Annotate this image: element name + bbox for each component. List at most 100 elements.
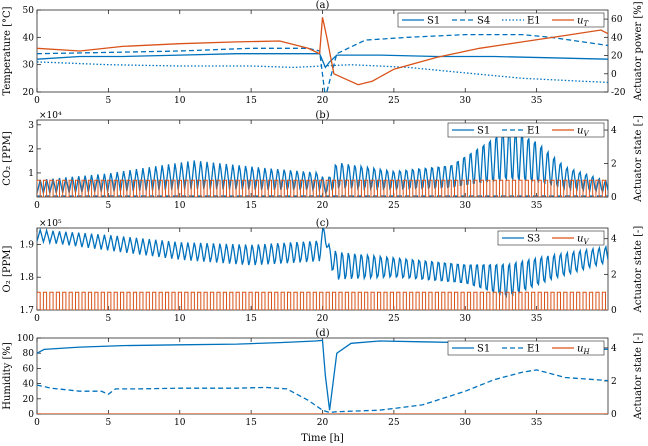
series-line-s1 <box>37 53 608 69</box>
y2-tick-label: 4 <box>611 126 617 136</box>
x-tick-label: 25 <box>388 201 400 211</box>
legend-label: uT <box>577 16 589 29</box>
x-tick-label: 35 <box>531 418 543 428</box>
y-tick-label: 100 <box>17 334 34 344</box>
y-tick-label: 1 <box>28 169 34 179</box>
x-tick-label: 10 <box>174 418 186 428</box>
y-axis-label: Temperature [°C] <box>2 6 13 95</box>
legend-label: E1 <box>527 126 541 137</box>
y2-tick-label: 20 <box>611 52 623 62</box>
x-tick-label: 5 <box>106 201 112 211</box>
y2-tick-label: -20 <box>611 88 626 98</box>
x-tick-label: 15 <box>245 418 257 428</box>
x-tick-label: 15 <box>245 314 257 324</box>
x-tick-label: 35 <box>531 314 543 324</box>
x-tick-label: 0 <box>34 201 40 211</box>
x-tick-label: 20 <box>317 314 329 324</box>
x-tick-label: 20 <box>317 201 329 211</box>
x-tick-label: 15 <box>245 201 257 211</box>
legend: S1 E1 uH <box>447 340 605 357</box>
y-tick-label: 2 <box>28 145 34 155</box>
x-tick-label: 10 <box>174 201 186 211</box>
y-tick-label: 0 <box>28 410 34 420</box>
y2-tick-label: 40 <box>611 33 623 43</box>
x-tick-label: 30 <box>460 96 472 106</box>
panel-a: (a)0 5 10 15 20 25 30 3520304050-200204060Tempe… <box>2 0 644 106</box>
legend-label: uH <box>577 344 590 357</box>
x-tick-label: 0 <box>34 418 40 428</box>
series-line-s4 <box>37 33 608 92</box>
legend-label: S1 <box>427 16 440 27</box>
legend: S1 E1 uV <box>447 122 605 139</box>
y-tick-label: 1.7 <box>20 306 35 316</box>
y-axis-label: Humidity [%] <box>2 342 13 410</box>
y2-axis-label: Actuator power [%] <box>633 1 644 102</box>
y-axis-label: O₂ [PPM] <box>2 245 13 292</box>
panel-label: (c) <box>316 218 330 229</box>
legend-label: S1 <box>477 126 490 137</box>
axis-multiplier: ×10⁵ <box>39 219 62 229</box>
y-tick-label: 1.9 <box>20 240 35 250</box>
x-tick-label: 0 <box>34 96 40 106</box>
series-line-u-v <box>37 291 608 310</box>
y2-tick-label: 4 <box>611 344 617 354</box>
x-tick-label: 10 <box>174 96 186 106</box>
y2-tick-label: 0 <box>611 70 617 80</box>
y-tick-label: 30 <box>23 61 35 71</box>
x-tick-label: 25 <box>388 314 400 324</box>
y-tick-label: 40 <box>23 380 35 390</box>
legend-label: uV <box>577 126 589 139</box>
legend-label: uV <box>577 234 589 247</box>
x-tick-label: 20 <box>317 418 329 428</box>
panel-c: (c) 0 5 10 15 20 25 30 35 1.7 1.8 1.9 0 2 4 ×10⁵ O₂ [PPM… <box>2 218 644 324</box>
legend-label: S4 <box>477 16 490 27</box>
x-tick-label: 30 <box>460 201 472 211</box>
y-tick-label: 80 <box>23 349 35 359</box>
panel-d: (d) 0 5 10 15 20 25 30 35 0 20 40 60 80 100 0 2 4 Humidity… <box>2 328 644 444</box>
axis-multiplier: ×10⁴ <box>39 111 62 121</box>
x-axis-label: Time [h] <box>301 433 344 444</box>
y-tick-label: 40 <box>23 33 35 43</box>
y2-tick-label: 60 <box>611 15 623 25</box>
legend-label: S1 <box>477 344 490 355</box>
y-axis-label: CO₂ [PPM] <box>2 131 13 186</box>
series-line-u-v <box>37 179 608 197</box>
x-tick-label: 10 <box>174 314 186 324</box>
x-tick-label: 30 <box>460 418 472 428</box>
x-tick-label: 25 <box>388 418 400 428</box>
legend: S1 S4 E1 uT <box>397 12 605 29</box>
legend: S3 uV <box>497 230 605 247</box>
y-tick-label: 60 <box>23 364 35 374</box>
y2-axis-label: Actuator state [-] <box>633 333 644 421</box>
legend-label: E1 <box>527 344 541 355</box>
y-tick-label: 20 <box>23 395 35 405</box>
x-tick-label: 5 <box>106 96 112 106</box>
series-line-s1 <box>37 126 608 195</box>
x-tick-label: 30 <box>460 314 472 324</box>
series-line-u-t <box>37 17 608 86</box>
y-tick-label: 20 <box>23 88 35 98</box>
y2-axis-label: Actuator state [-] <box>633 226 644 314</box>
panel-label: (a) <box>316 0 330 11</box>
series-line-e1 <box>37 61 608 84</box>
panel-label: (b) <box>315 110 329 121</box>
series-line-e1 <box>37 369 608 414</box>
x-tick-label: 5 <box>106 314 112 324</box>
x-tick-label: 25 <box>388 96 400 106</box>
legend-label: S3 <box>527 234 540 245</box>
y2-tick-label: 2 <box>611 160 617 170</box>
y-tick-label: 1.8 <box>20 273 35 283</box>
legend-label: E1 <box>527 16 541 27</box>
x-tick-label: 5 <box>106 418 112 428</box>
y-tick-label: 50 <box>23 6 35 16</box>
x-tick-label: 0 <box>34 314 40 324</box>
y2-tick-label: 4 <box>611 235 617 245</box>
y2-tick-label: 0 <box>611 306 617 316</box>
y2-tick-label: 0 <box>611 410 617 420</box>
x-tick-label: 35 <box>531 96 543 106</box>
y2-tick-label: 2 <box>611 377 617 387</box>
y-tick-label: 3 <box>28 121 34 131</box>
x-tick-label: 35 <box>531 201 543 211</box>
